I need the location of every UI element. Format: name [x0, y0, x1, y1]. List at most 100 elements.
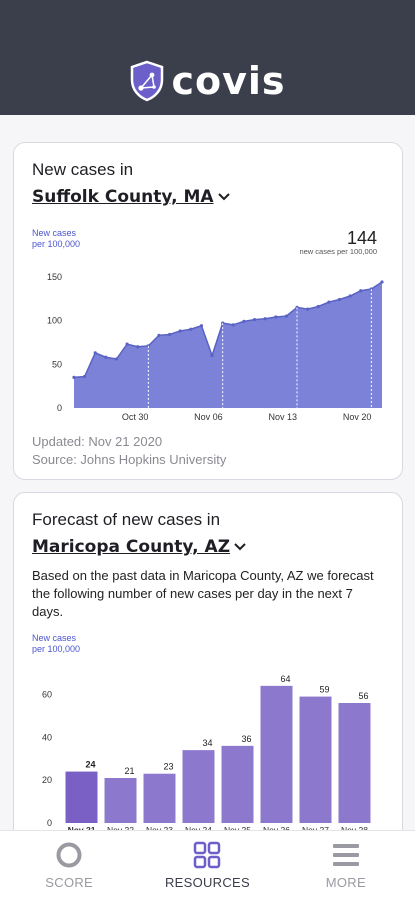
- x-tick-label: Oct 30: [122, 412, 149, 422]
- data-point: [167, 332, 172, 337]
- data-point: [242, 319, 246, 323]
- data-point: [337, 297, 342, 302]
- y-tick-label: 40: [42, 732, 52, 742]
- main-content[interactable]: New cases in Suffolk County, MA New case…: [0, 115, 415, 830]
- data-point: [306, 307, 310, 311]
- data-point: [178, 329, 182, 333]
- x-tick-label: Nov 22: [107, 825, 134, 830]
- app-header: covis: [0, 0, 415, 115]
- chevron-down-icon: [234, 533, 246, 561]
- y-axis-label: per 100,000: [32, 239, 80, 249]
- data-point: [316, 304, 320, 309]
- grid-icon: [194, 841, 221, 869]
- data-point: [104, 355, 108, 359]
- location-selector[interactable]: Maricopa County, AZ: [32, 533, 246, 561]
- data-point: [359, 289, 363, 293]
- y-tick-label: 150: [47, 272, 62, 282]
- bar-value-label: 64: [280, 674, 290, 684]
- data-point: [93, 351, 97, 355]
- area-fill: [74, 282, 382, 408]
- bar-value-label: 56: [358, 691, 368, 701]
- card-title: Forecast of new cases in: [32, 510, 221, 529]
- bar: [143, 773, 176, 823]
- location-selector[interactable]: Suffolk County, MA: [32, 183, 230, 211]
- tab-label: SCORE: [45, 875, 94, 890]
- y-axis-label: New cases: [32, 633, 77, 643]
- data-point: [284, 314, 289, 318]
- x-tick-label: Nov 26: [263, 825, 290, 830]
- tab-label: MORE: [325, 875, 366, 890]
- bar: [221, 745, 254, 823]
- data-point: [157, 333, 161, 337]
- chevron-down-icon: [217, 183, 230, 211]
- bar-value-label: 59: [319, 685, 329, 695]
- current-value: 144: [347, 228, 377, 248]
- x-tick-label: Nov 27: [302, 825, 329, 830]
- updated-text: Updated: Nov 21 2020: [32, 434, 163, 449]
- y-tick-label: 20: [42, 775, 52, 785]
- data-point: [72, 375, 76, 379]
- y-axis-label: New cases: [32, 228, 77, 238]
- source-text: Source: Johns Hopkins University: [32, 452, 227, 467]
- data-point: [125, 342, 129, 346]
- bar: [65, 771, 98, 823]
- y-tick-label: 100: [47, 316, 62, 326]
- data-point: [83, 374, 87, 379]
- data-point: [189, 327, 193, 331]
- data-point: [327, 300, 331, 304]
- y-tick-label: 60: [42, 689, 52, 699]
- menu-icon: [332, 844, 359, 866]
- data-point: [199, 324, 204, 328]
- series-line: [73, 281, 383, 379]
- tab-score[interactable]: SCORE: [0, 831, 138, 900]
- x-tick-label: Nov 23: [146, 825, 173, 830]
- new-cases-card: New cases in Suffolk County, MA New case…: [13, 142, 403, 480]
- bar-value-label: 36: [241, 734, 251, 744]
- bar: [104, 778, 137, 823]
- forecast-card: Forecast of new cases in Maricopa County…: [13, 492, 403, 830]
- bar: [182, 750, 215, 823]
- data-point: [114, 357, 119, 361]
- bar: [299, 696, 332, 823]
- tab-more[interactable]: MORE: [277, 831, 415, 900]
- data-point: [210, 353, 214, 358]
- x-tick-label: Nov 28: [341, 825, 368, 830]
- bar-value-label: 23: [163, 762, 173, 772]
- data-point: [263, 317, 267, 321]
- x-tick-label: Nov 24: [185, 825, 212, 830]
- app-logo: covis: [129, 59, 285, 103]
- y-tick-label: 0: [57, 403, 62, 413]
- card-title: New cases in: [32, 160, 134, 179]
- tab-label: RESOURCES: [164, 875, 251, 890]
- x-tick-label: Nov 20: [343, 412, 372, 422]
- y-axis-label: per 100,000: [32, 644, 80, 654]
- card-meta: Updated: Nov 21 2020 Source: Johns Hopki…: [32, 433, 226, 469]
- current-value-label: new cases per 100,000: [299, 247, 377, 256]
- location-label: Maricopa County, AZ: [32, 537, 231, 557]
- score-ring-icon: [56, 842, 82, 868]
- app-name: covis: [171, 59, 286, 103]
- x-tick-label: Nov 21: [68, 825, 96, 830]
- bar-value-label: 21: [124, 766, 134, 776]
- y-tick-label: 0: [47, 818, 52, 828]
- location-label: Suffolk County, MA: [32, 187, 214, 207]
- x-tick-label: Nov 13: [269, 412, 298, 422]
- bar-value-label: 34: [202, 738, 212, 748]
- x-tick-label: Nov 06: [194, 412, 223, 422]
- y-tick-label: 50: [52, 359, 62, 369]
- data-point: [380, 280, 384, 284]
- bar: [338, 703, 371, 823]
- data-point: [274, 315, 278, 319]
- data-point: [136, 345, 140, 349]
- bar-value-label: 24: [85, 760, 95, 770]
- data-point: [252, 318, 257, 322]
- forecast-description: Based on the past data in Maricopa Count…: [32, 568, 374, 619]
- tab-resources[interactable]: RESOURCES: [138, 831, 276, 900]
- shield-logo-icon: [131, 60, 164, 102]
- bottom-tab-bar: SCORE RESOURCES MORE: [0, 830, 415, 900]
- x-tick-label: Nov 25: [224, 825, 251, 830]
- bar: [260, 685, 293, 823]
- data-point: [348, 294, 352, 298]
